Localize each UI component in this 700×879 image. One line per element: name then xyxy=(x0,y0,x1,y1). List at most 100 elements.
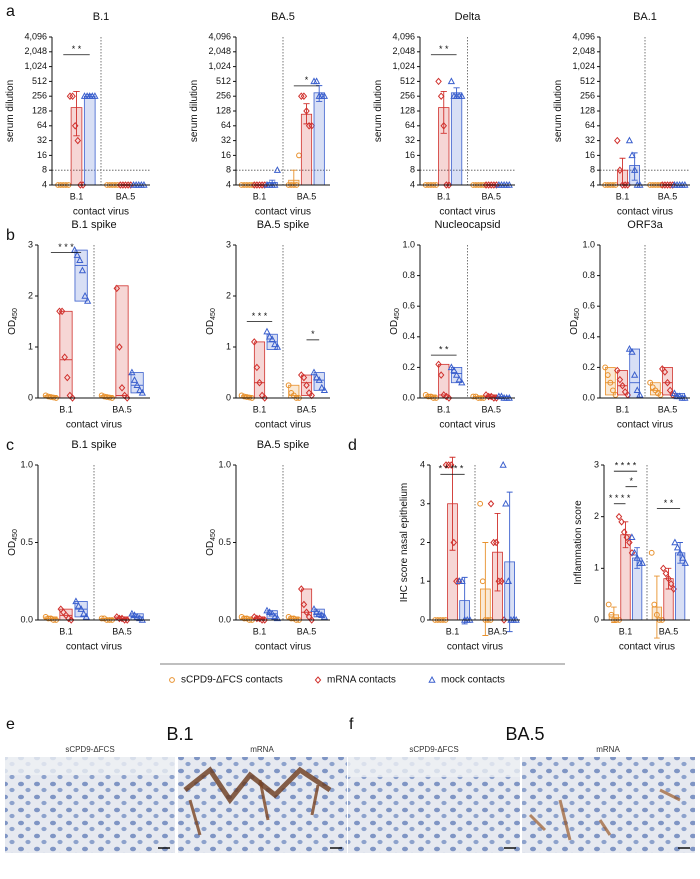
point xyxy=(61,353,68,361)
x-tick-label: B.1 xyxy=(253,191,267,201)
y-axis-label: OD450 xyxy=(7,308,19,335)
point xyxy=(116,614,123,623)
point xyxy=(499,460,507,468)
point xyxy=(671,538,679,546)
point xyxy=(122,181,129,189)
point xyxy=(320,612,329,620)
point xyxy=(78,266,87,274)
photo-label: mRNA xyxy=(250,745,274,754)
point xyxy=(121,616,128,624)
point xyxy=(74,136,82,145)
y-axis-label-text: OD xyxy=(7,320,18,335)
point xyxy=(669,181,676,189)
point xyxy=(458,378,466,386)
error-bar xyxy=(449,456,456,551)
point xyxy=(298,585,305,593)
point xyxy=(455,375,463,383)
y-tick-label: 0.0 xyxy=(582,392,595,402)
chart-title: B.1 xyxy=(93,11,110,23)
panel-letter: d xyxy=(348,437,357,454)
photo-label: sCPD9-ΔFCS xyxy=(409,745,458,754)
point xyxy=(169,677,175,683)
box xyxy=(662,366,673,396)
y-tick-label: 16 xyxy=(405,150,415,160)
point xyxy=(71,122,79,130)
y-tick-label: 0 xyxy=(594,614,599,624)
point xyxy=(630,548,639,556)
point xyxy=(253,181,261,189)
point xyxy=(477,500,484,507)
point xyxy=(615,512,623,521)
significance-label: * * * * xyxy=(615,461,637,471)
point xyxy=(69,394,76,402)
y-axis-label-text: IHC score nasal epithelium xyxy=(399,483,410,603)
point xyxy=(118,384,126,392)
x-axis-label: contact virus xyxy=(66,642,122,653)
point xyxy=(605,601,612,608)
y-tick-label: 16 xyxy=(221,150,231,160)
point xyxy=(58,307,66,316)
y-axis-label-sub: 450 xyxy=(12,308,19,320)
x-tick-label: BA.5 xyxy=(116,191,136,201)
photo-title: B.1 xyxy=(166,724,193,744)
x-tick-label: B.1 xyxy=(437,404,451,414)
photo-label: sCPD9-ΔFCS xyxy=(65,745,114,754)
y-tick-label: 256 xyxy=(216,91,231,101)
y-tick-label: 4 xyxy=(420,459,425,469)
y-tick-label: 128 xyxy=(32,105,47,115)
y-tick-label: 4,096 xyxy=(24,31,47,41)
point xyxy=(664,181,671,189)
y-tick-label: 4 xyxy=(226,179,231,189)
point xyxy=(647,379,654,386)
y-tick-label: 512 xyxy=(216,76,231,86)
point xyxy=(470,393,477,400)
y-axis-label: serum dilution xyxy=(373,80,384,142)
point xyxy=(74,601,83,609)
point xyxy=(253,363,261,372)
y-tick-label: 0.8 xyxy=(402,270,415,280)
x-axis-label: contact virus xyxy=(255,420,311,431)
point xyxy=(241,615,248,622)
y-tick-label: 0.2 xyxy=(582,362,595,372)
point xyxy=(500,616,508,624)
point xyxy=(258,616,266,624)
photo-layer xyxy=(5,757,175,775)
y-tick-label: 64 xyxy=(405,120,415,130)
x-tick-label: B.1 xyxy=(616,404,630,414)
point xyxy=(268,609,276,617)
point xyxy=(490,394,498,402)
y-tick-label: 4 xyxy=(590,179,595,189)
stain xyxy=(528,788,681,841)
photo-title: BA.5 xyxy=(505,724,544,744)
point xyxy=(119,181,127,189)
chart-title: BA.5 spike xyxy=(257,439,310,451)
point xyxy=(623,533,631,542)
point xyxy=(261,616,268,624)
y-tick-label: 4,096 xyxy=(392,31,415,41)
x-axis-label: contact virus xyxy=(255,642,311,653)
y-tick-label: 0.4 xyxy=(582,331,595,341)
point xyxy=(607,379,614,386)
panel-letter: c xyxy=(6,437,14,454)
point xyxy=(661,181,669,189)
point xyxy=(265,332,274,340)
error-bar xyxy=(506,491,513,633)
y-axis-label-text: serum dilution xyxy=(189,80,200,142)
point xyxy=(103,394,110,400)
x-tick-label: BA.5 xyxy=(481,404,501,414)
point xyxy=(618,518,625,526)
point xyxy=(661,368,669,376)
point xyxy=(318,383,326,391)
point xyxy=(628,348,636,355)
y-tick-label: 2 xyxy=(28,290,33,300)
point xyxy=(285,382,292,389)
point xyxy=(666,386,674,395)
point xyxy=(636,390,644,398)
point xyxy=(256,378,263,387)
y-axis-label: IHC score nasal epithelium xyxy=(399,483,410,603)
point xyxy=(310,368,318,376)
y-tick-label: 2,048 xyxy=(392,46,415,56)
point xyxy=(492,538,500,547)
point xyxy=(631,370,639,378)
y-axis-label-sub: 450 xyxy=(394,308,401,320)
